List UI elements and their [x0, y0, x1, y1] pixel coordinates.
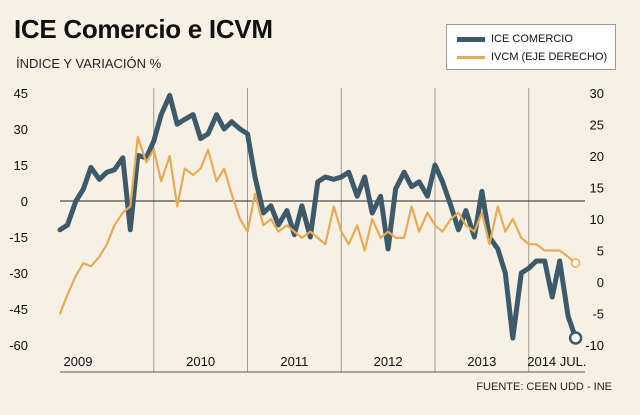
legend-swatch-ivcm — [457, 55, 485, 59]
legend-label-ice: ICE COMERCIO — [491, 33, 573, 45]
y-left-tick-label: 0 — [21, 194, 28, 209]
y-right-tick-label: -10 — [585, 338, 604, 353]
y-left-tick-label: -15 — [9, 230, 28, 245]
chart-title: ICE Comercio e ICVM — [14, 14, 273, 44]
x-tick-label: 2010 — [186, 354, 215, 369]
y-right-tick-label: -5 — [592, 307, 604, 322]
x-tick-label: 2014 JUL. — [527, 354, 586, 369]
y-right-tick-label: 15 — [590, 181, 604, 196]
y-right-tick-label: 10 — [590, 212, 604, 227]
source-note: FUENTE: CEEN UDD - INE — [476, 381, 612, 393]
series-line-ivcm — [58, 136, 577, 315]
x-tick-label: 2013 — [467, 354, 496, 369]
legend-label-ivcm: IVCM (EJE DERECHO) — [491, 51, 608, 63]
y-right-tick-label: 0 — [597, 275, 604, 290]
y-left-tick-label: -30 — [9, 266, 28, 281]
x-tick-label: 2009 — [64, 354, 93, 369]
y-right-tick-label: 5 — [597, 244, 604, 259]
legend-swatch-ice — [457, 36, 485, 42]
y-left-tick-label: 45 — [14, 86, 28, 101]
x-tick-label: 2012 — [374, 354, 403, 369]
y-left-tick-label: 30 — [14, 122, 28, 137]
y-left-tick-label: -45 — [9, 302, 28, 317]
y-right-tick-label: 20 — [590, 149, 604, 164]
legend: ICE COMERCIO IVCM (EJE DERECHO) — [446, 24, 616, 70]
chart-subtitle: ÍNDICE Y VARIACIÓN % — [16, 56, 162, 71]
x-tick-label: 2011 — [280, 354, 308, 369]
legend-item-ice: ICE COMERCIO — [457, 33, 573, 45]
y-right-tick-label: 30 — [590, 86, 604, 101]
series-end-marker-ice — [568, 331, 583, 345]
series-line-ice — [57, 92, 579, 341]
legend-item-ivcm: IVCM (EJE DERECHO) — [457, 51, 607, 63]
y-left-tick-label: -60 — [9, 338, 28, 353]
y-left-tick-label: 15 — [14, 158, 28, 173]
series-end-marker-ivcm — [570, 258, 581, 268]
y-right-tick-label: 25 — [590, 118, 604, 133]
